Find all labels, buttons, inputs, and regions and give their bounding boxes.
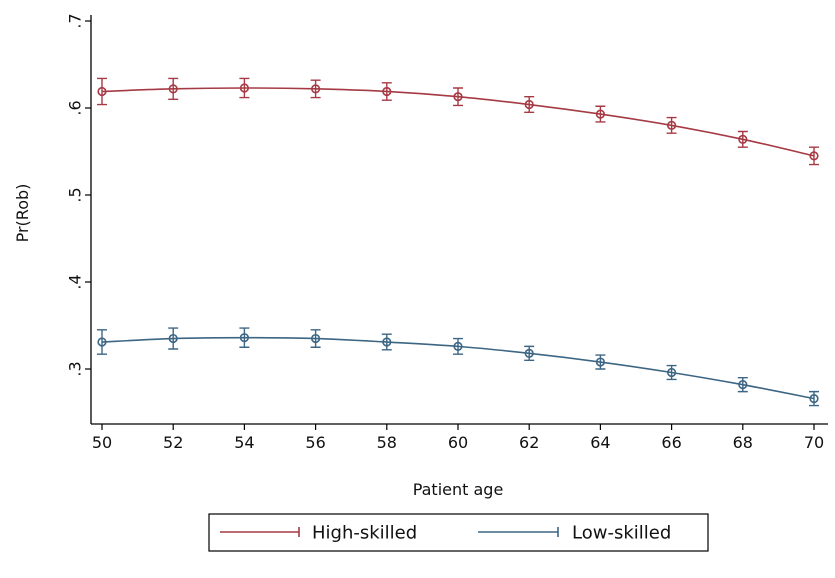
legend-item: Low-skilled bbox=[478, 523, 671, 544]
data-point bbox=[809, 393, 819, 404]
x-tick-label: 60 bbox=[448, 433, 468, 452]
x-tick-label: 56 bbox=[305, 433, 325, 452]
data-point bbox=[311, 333, 321, 344]
error-bar bbox=[666, 116, 677, 134]
error-bar bbox=[239, 77, 250, 99]
data-point bbox=[809, 151, 819, 161]
data-point bbox=[666, 367, 677, 378]
error-bar bbox=[97, 77, 107, 106]
y-tick-label: .7 bbox=[66, 13, 85, 28]
x-tick-label: 64 bbox=[590, 433, 610, 452]
data-point bbox=[738, 380, 748, 390]
y-tick-label: .5 bbox=[66, 187, 85, 202]
data-point bbox=[524, 348, 534, 358]
error-bar bbox=[168, 77, 179, 100]
series-layer bbox=[97, 77, 819, 407]
data-point bbox=[738, 134, 748, 144]
y-tick-label: .6 bbox=[66, 100, 85, 115]
data-point bbox=[666, 120, 677, 130]
legend-swatch bbox=[478, 527, 559, 537]
error-bar bbox=[737, 377, 748, 393]
x-tick-label: 70 bbox=[804, 433, 824, 452]
x-tick-label: 50 bbox=[92, 433, 112, 452]
data-point bbox=[97, 86, 107, 97]
data-point bbox=[595, 109, 606, 119]
error-bar bbox=[595, 354, 606, 370]
error-bar bbox=[809, 390, 819, 407]
error-bar bbox=[381, 333, 392, 351]
y-axis-title: Pr(Rob) bbox=[13, 184, 32, 243]
series-high-skilled bbox=[97, 77, 819, 166]
x-tick-label: 66 bbox=[661, 433, 681, 452]
x-tick-label: 58 bbox=[377, 433, 397, 452]
error-bar bbox=[524, 95, 535, 114]
legend-label: High-skilled bbox=[312, 523, 417, 544]
data-point bbox=[168, 84, 178, 94]
error-bar bbox=[97, 329, 107, 355]
error-bar bbox=[666, 364, 677, 381]
data-point bbox=[168, 333, 178, 344]
x-tick-label: 52 bbox=[163, 433, 183, 452]
y-tick-label: .4 bbox=[66, 274, 85, 289]
series-low-skilled bbox=[97, 327, 819, 407]
data-point bbox=[382, 337, 392, 347]
data-point bbox=[311, 84, 321, 94]
error-bar bbox=[595, 105, 606, 123]
data-point bbox=[524, 99, 534, 110]
error-bar bbox=[453, 337, 463, 355]
error-bar bbox=[737, 130, 748, 148]
data-point bbox=[453, 92, 463, 102]
legend-label: Low-skilled bbox=[572, 523, 671, 544]
data-point bbox=[453, 341, 463, 351]
x-axis: 50 52 54 56 58 60 62 64 66 68 70 bbox=[91, 423, 828, 452]
error-bar bbox=[524, 345, 535, 361]
error-bar bbox=[809, 146, 819, 166]
error-bar bbox=[310, 79, 321, 99]
error-bar bbox=[239, 327, 250, 348]
y-tick-label: .3 bbox=[66, 361, 85, 376]
data-point bbox=[382, 86, 392, 97]
data-point bbox=[97, 337, 107, 347]
legend: High-skilled Low-skilled bbox=[208, 513, 709, 552]
legend-item: High-skilled bbox=[220, 523, 417, 544]
data-point bbox=[595, 357, 606, 367]
y-axis: .3 .4 .5 .6 .7 bbox=[66, 13, 92, 424]
x-tick-label: 54 bbox=[234, 433, 254, 452]
legend-items: High-skilled Low-skilled bbox=[220, 523, 671, 544]
x-tick-label: 68 bbox=[733, 433, 753, 452]
data-point bbox=[239, 83, 249, 93]
x-axis-title: Patient age bbox=[413, 480, 504, 499]
error-bar bbox=[381, 82, 392, 101]
error-bar bbox=[168, 327, 179, 350]
legend-swatch bbox=[220, 527, 300, 537]
error-bar bbox=[310, 329, 321, 348]
x-tick-label: 62 bbox=[519, 433, 539, 452]
data-point bbox=[239, 333, 249, 343]
error-bar bbox=[453, 87, 463, 107]
